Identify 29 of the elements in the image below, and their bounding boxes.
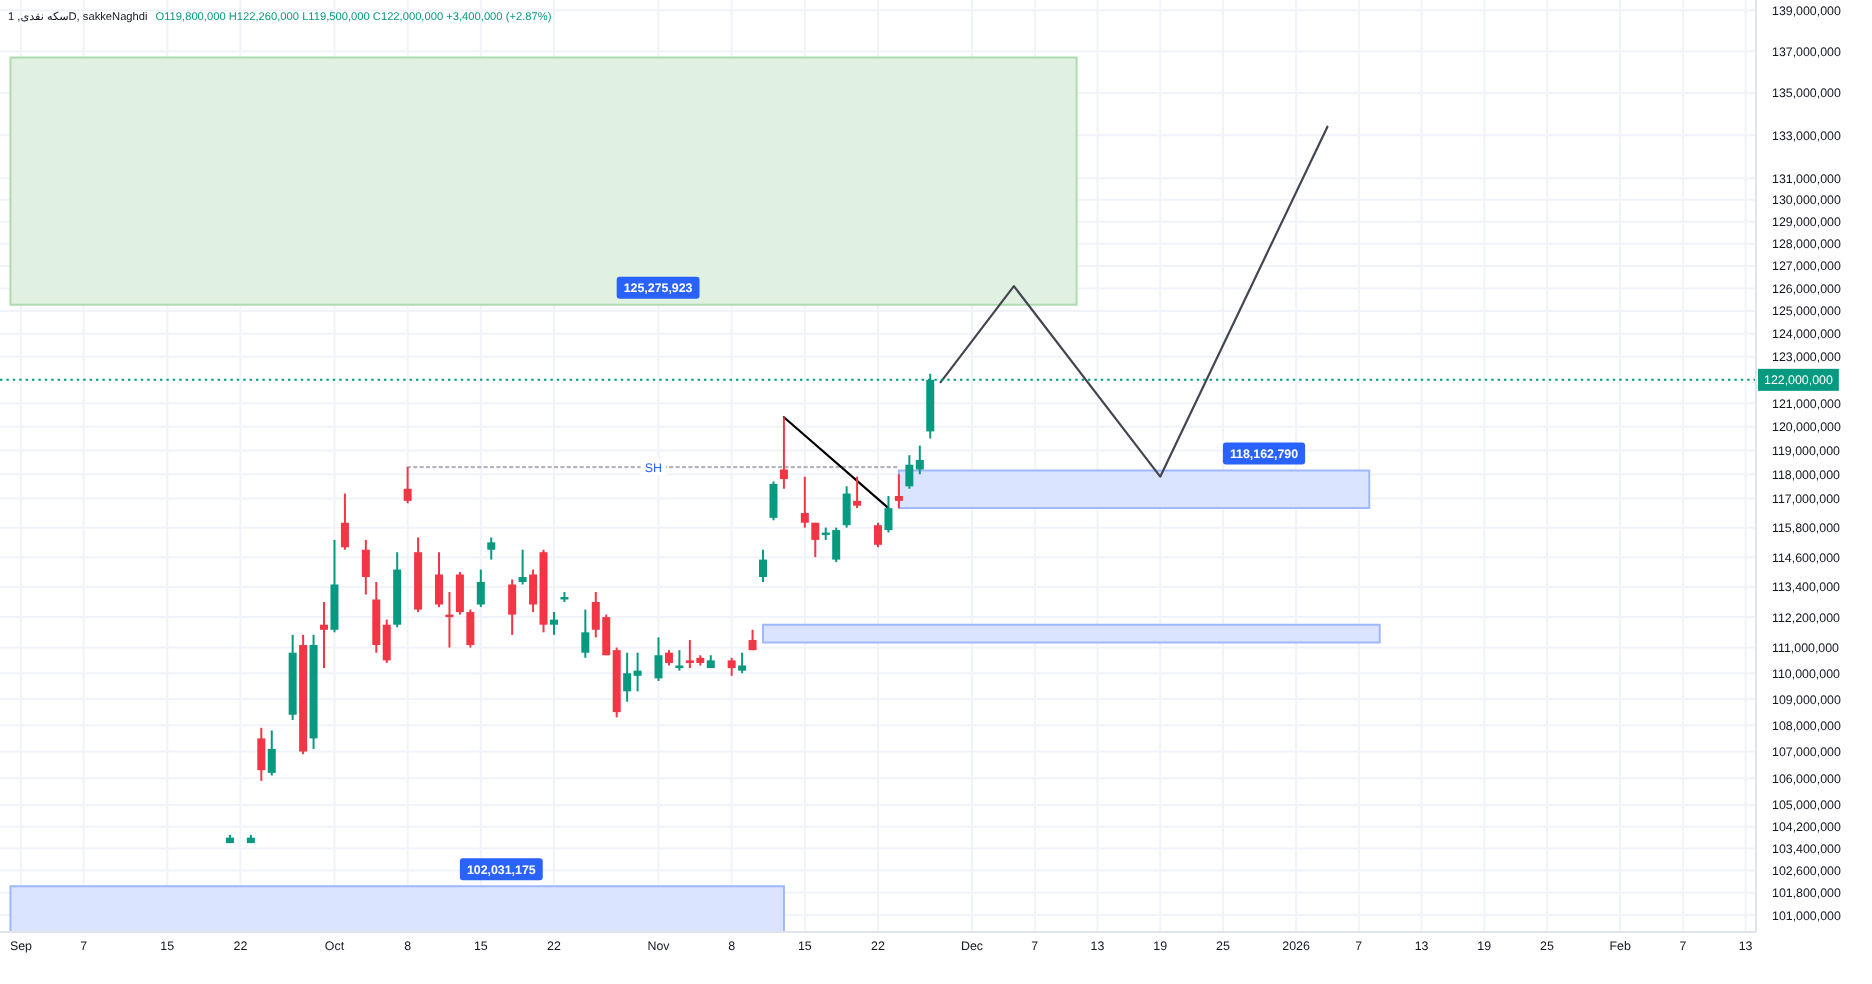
candlestick [267,729,276,777]
candlestick [257,726,266,782]
candlestick [508,578,517,636]
candlestick [403,466,412,505]
candlestick [455,571,464,616]
candlestick [581,608,590,659]
candlestick [738,651,747,675]
candlestick [330,538,339,634]
candlestick [361,538,370,596]
candlestick [340,492,349,551]
candlestick [320,601,329,670]
candlestick [759,548,768,583]
candlestick [549,611,558,636]
candlestick [487,536,496,561]
candlestick [811,521,820,559]
candlestick [874,521,882,549]
line-series [939,125,1329,478]
candlestick [894,473,903,510]
candlestick [842,485,851,529]
candlestick [518,548,527,586]
candlestick [466,608,475,649]
candlestick [769,480,778,522]
candlestick [435,551,443,609]
candlestick [779,416,788,490]
candlestick [654,636,663,682]
candlestick [853,475,862,510]
candlestick [800,475,809,529]
candlestick [476,568,485,609]
candlestick [884,494,893,534]
